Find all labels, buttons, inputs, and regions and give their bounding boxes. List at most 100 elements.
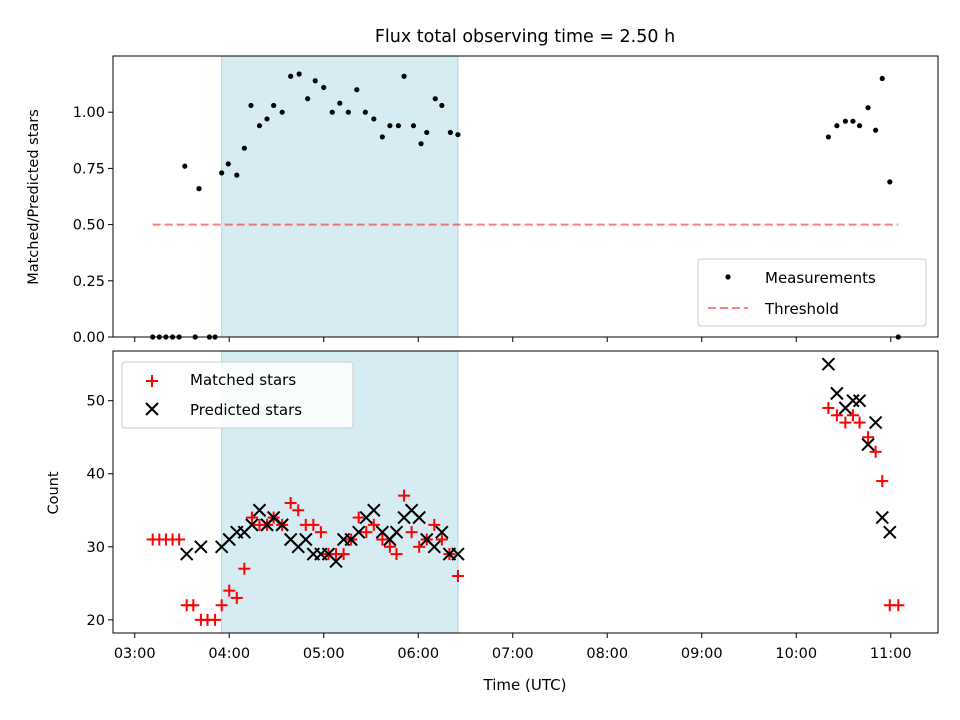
measurement-point: [856, 123, 863, 129]
legend-measurements-label: Measurements: [765, 269, 876, 287]
measurement-point: [455, 132, 461, 138]
y-tick-label: 0.00: [73, 330, 105, 346]
predicted-stars-point: [367, 503, 381, 517]
predicted-stars-point: [427, 540, 442, 554]
y-tick-label: 1.00: [73, 105, 105, 121]
top-legend: Measurements Threshold: [697, 258, 927, 327]
x-axis-label: Time (UTC): [483, 676, 567, 694]
measurement-point: [288, 73, 294, 79]
matched-stars-point: [862, 431, 875, 444]
measurement-point: [225, 161, 231, 167]
x-tick-label: 04:00: [208, 646, 250, 662]
legend-measurements-marker: [725, 274, 731, 280]
matched-stars-point: [314, 526, 327, 539]
predicted-stars-point: [299, 532, 313, 547]
bottom-legend-box: [121, 361, 354, 429]
predicted-stars-point: [861, 437, 875, 452]
measurement-point: [362, 109, 368, 115]
measurement-point: [879, 75, 885, 82]
measurement-point: [371, 116, 377, 122]
x-tick-label: 09:00: [681, 646, 723, 662]
top-y-axis-label: Matched/Predicted stars: [26, 109, 42, 285]
measurement-point: [432, 96, 438, 102]
matched-stars-point: [223, 584, 236, 597]
matched-stars-point: [435, 533, 448, 546]
legend-threshold-label: Threshold: [764, 300, 839, 318]
predicted-stars-point: [389, 525, 404, 539]
legend-predicted-label: Predicted stars: [190, 401, 302, 419]
matched-stars-point: [398, 489, 411, 502]
measurement-point: [234, 172, 240, 178]
measurement-point: [873, 127, 879, 133]
matched-stars-point: [428, 518, 441, 531]
y-tick-label: 30: [87, 540, 105, 556]
observing-window-span: [221, 55, 459, 338]
matched-stars-point: [292, 504, 305, 517]
predicted-stars-point: [252, 503, 267, 517]
y-tick-label: 0.75: [73, 161, 105, 177]
top-panel: 0.00 0.25 0.50 0.75 1.00 Matched/Predicted s…: [26, 55, 939, 346]
measurement-point: [271, 102, 277, 109]
measurement-point: [264, 116, 270, 122]
measurement-point: [279, 109, 285, 115]
matched-stars-point: [892, 599, 905, 612]
y-tick-label: 0.25: [73, 274, 105, 290]
measurement-point: [418, 141, 424, 147]
measurement-point: [196, 186, 202, 192]
matched-stars-point: [822, 401, 835, 414]
measurement-point: [424, 129, 430, 136]
matched-stars-point: [383, 540, 396, 553]
matched-stars-point: [238, 562, 251, 575]
matched-stars-point: [853, 416, 866, 429]
matched-stars-point: [869, 445, 882, 458]
matched-stars-point: [390, 548, 403, 561]
predicted-stars-point: [451, 547, 465, 561]
measurement-point: [182, 163, 188, 169]
matched-stars-point: [352, 511, 365, 524]
predicted-stars-point: [351, 525, 366, 539]
bottom-panel: 20 30 40 50 03:00 04:00 05:00 06:00 07:00 08:00 0…: [46, 350, 939, 662]
measurement-point: [865, 105, 871, 111]
measurement-point: [354, 87, 360, 93]
measurement-point: [241, 145, 247, 151]
x-tick-label: 07:00: [492, 646, 534, 662]
x-tick-label: 11:00: [870, 646, 912, 662]
x-tick-label: 05:00: [303, 646, 345, 662]
measurement-point: [401, 73, 407, 79]
legend-matched-label: Matched stars: [190, 371, 296, 389]
predicted-stars-point: [868, 415, 883, 430]
matched-stars-point: [376, 533, 389, 546]
measurement-point: [447, 129, 453, 136]
matched-stars-point: [830, 409, 843, 422]
x-tick-label: 06:00: [397, 646, 439, 662]
measurement-point: [345, 109, 351, 115]
measurement-point: [387, 123, 393, 129]
x-tick-label: 03:00: [114, 646, 156, 662]
matched-stars-point: [215, 599, 228, 612]
predicted-stars-point: [412, 510, 426, 525]
predicted-stars-point: [435, 525, 449, 539]
measurement-point: [439, 102, 445, 109]
bottom-plot-frame: [112, 350, 939, 634]
predicted-stars-point: [830, 386, 844, 401]
x-tick-label: 08:00: [586, 646, 628, 662]
predicted-stars-point: [245, 518, 259, 532]
matched-stars-point: [284, 496, 297, 509]
predicted-stars-point: [275, 518, 289, 532]
measurement-point: [379, 134, 385, 140]
measurement-point: [329, 109, 335, 115]
measurement-point: [305, 96, 311, 102]
measurement-point: [842, 118, 848, 124]
top-legend-box: [697, 258, 927, 327]
predicted-stars-point: [194, 540, 208, 554]
bottom-legend: Matched stars Predicted stars: [121, 361, 354, 429]
predicted-stars-point: [846, 393, 860, 408]
matched-stars-point: [307, 518, 320, 531]
predicted-stars-point: [821, 357, 836, 371]
y-tick-label: 40: [87, 467, 105, 483]
measurement-point: [887, 179, 893, 185]
matched-stars-point: [337, 548, 350, 561]
matched-stars-point: [187, 599, 200, 612]
y-tick-label: 50: [87, 394, 105, 410]
